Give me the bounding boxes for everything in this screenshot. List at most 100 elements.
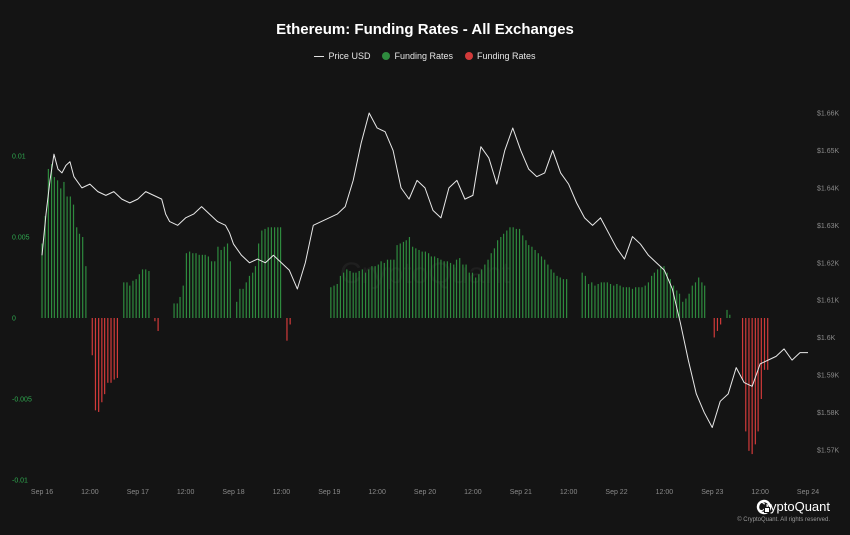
- funding-bar: [223, 246, 225, 318]
- funding-bar: [85, 266, 87, 318]
- funding-bar: [688, 293, 690, 318]
- funding-bar: [716, 318, 719, 331]
- legend-item-price[interactable]: Price USD: [314, 51, 370, 61]
- funding-bar: [581, 272, 583, 318]
- left-tick-label: -0.01: [12, 478, 28, 485]
- funding-bar: [660, 266, 662, 318]
- funding-bar: [685, 298, 687, 318]
- funding-bar: [132, 280, 134, 318]
- funding-bar: [433, 256, 436, 318]
- funding-bar: [678, 293, 681, 318]
- x-tick-label: 12:00: [81, 489, 99, 496]
- funding-bar: [726, 309, 728, 318]
- funding-bar: [653, 272, 655, 318]
- red-dot-icon: [465, 52, 473, 60]
- funding-bar: [41, 243, 43, 318]
- funding-bar: [518, 228, 521, 318]
- funding-bars: [41, 164, 769, 455]
- funding-bar: [635, 287, 637, 318]
- funding-bar: [465, 264, 467, 318]
- x-axis-ticks: Sep 16 12:00 Sep 17 12:00 Sep 18 12:00 Sep 19 1…: [31, 489, 819, 496]
- funding-bar: [239, 288, 241, 318]
- funding-bar: [346, 269, 348, 318]
- funding-bar: [534, 249, 536, 318]
- funding-bar: [173, 303, 175, 318]
- left-tick-label: 0.01: [12, 154, 26, 161]
- cryptoquant-logo-icon: [757, 499, 772, 515]
- funding-bar: [368, 269, 370, 318]
- funding-bar: [154, 318, 156, 322]
- funding-bar: [135, 279, 137, 318]
- x-tick-label: Sep 21: [510, 489, 532, 496]
- funding-bar: [126, 282, 128, 318]
- funding-bar: [647, 282, 650, 318]
- funding-bar: [374, 266, 376, 318]
- funding-bar: [270, 227, 272, 318]
- funding-bar: [587, 283, 590, 318]
- funding-bar: [484, 264, 486, 318]
- funding-bar: [390, 259, 392, 318]
- funding-bar: [427, 253, 430, 318]
- funding-bar: [497, 240, 499, 318]
- funding-bar: [72, 204, 75, 318]
- funding-bar: [556, 275, 558, 318]
- funding-bar: [189, 251, 191, 318]
- x-tick-label: 12:00: [464, 489, 482, 496]
- funding-bar: [339, 275, 342, 318]
- funding-bar: [446, 261, 448, 318]
- funding-bar: [358, 271, 360, 318]
- funding-bar: [455, 259, 458, 318]
- funding-bar: [192, 253, 194, 318]
- funding-bar: [273, 227, 276, 318]
- right-tick-label: $1.64K: [817, 185, 840, 192]
- funding-bar: [763, 318, 766, 370]
- legend-line-icon: [314, 55, 325, 57]
- x-tick-label: 12:00: [177, 489, 195, 496]
- x-tick-label: 12:00: [751, 489, 769, 496]
- brand-logo[interactable]: CryptoQuant: [756, 499, 830, 515]
- funding-bar: [691, 285, 693, 318]
- funding-bar: [694, 282, 697, 318]
- funding-bar: [500, 237, 502, 318]
- funding-bar: [386, 259, 389, 318]
- funding-bar: [204, 254, 206, 318]
- funding-bar: [69, 196, 71, 318]
- chart-legend: Price USD Funding Rates Funding Rates: [0, 51, 850, 61]
- funding-bar: [701, 282, 703, 318]
- chart-title: Ethereum: Funding Rates - All Exchanges: [276, 21, 574, 38]
- funding-bar: [584, 275, 586, 318]
- funding-bar: [656, 269, 659, 318]
- funding-bar: [148, 271, 150, 318]
- left-tick-label: 0.005: [12, 235, 30, 242]
- funding-bar: [616, 283, 618, 318]
- funding-bar: [430, 256, 432, 318]
- funding-bar: [94, 318, 97, 411]
- funding-bar: [207, 256, 209, 318]
- funding-bar: [60, 188, 62, 318]
- funding-bar: [594, 285, 596, 318]
- legend-item-funding-negative[interactable]: Funding Rates: [465, 51, 536, 61]
- funding-bar: [757, 318, 759, 432]
- funding-bar: [82, 237, 84, 318]
- funding-bar: [606, 282, 608, 318]
- funding-bar: [682, 301, 684, 318]
- funding-bar: [279, 227, 282, 318]
- funding-bar: [720, 318, 722, 325]
- brand-name: CryptoQuant: [756, 499, 830, 514]
- funding-bar: [104, 318, 106, 395]
- funding-bar: [47, 168, 49, 318]
- funding-bar: [676, 290, 678, 318]
- funding-bar: [506, 230, 508, 318]
- funding-bar: [522, 235, 524, 318]
- left-tick-label: 0: [12, 316, 16, 323]
- funding-bar: [547, 264, 549, 318]
- funding-bar: [336, 283, 338, 318]
- funding-bar: [487, 259, 489, 318]
- funding-bar: [195, 253, 197, 318]
- funding-bar: [493, 248, 496, 318]
- left-axis-ticks: 0.01 0.005 0 -0.005 -0.01: [12, 154, 32, 485]
- funding-bar: [566, 279, 568, 318]
- legend-label-funding-negative: Funding Rates: [477, 51, 536, 61]
- legend-item-funding-positive[interactable]: Funding Rates: [382, 51, 453, 61]
